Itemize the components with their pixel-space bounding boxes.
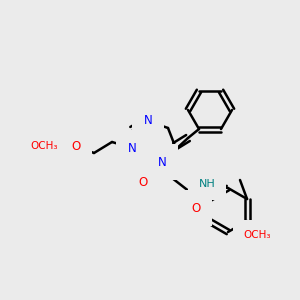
Text: NH: NH	[199, 179, 215, 189]
Text: O: O	[71, 140, 81, 152]
Text: N: N	[128, 142, 136, 154]
Text: O: O	[191, 202, 201, 214]
Text: O: O	[138, 176, 148, 188]
Text: OCH₃: OCH₃	[31, 141, 58, 151]
Text: N: N	[158, 155, 166, 169]
Text: OCH₃: OCH₃	[243, 230, 271, 240]
Text: N: N	[144, 115, 152, 128]
